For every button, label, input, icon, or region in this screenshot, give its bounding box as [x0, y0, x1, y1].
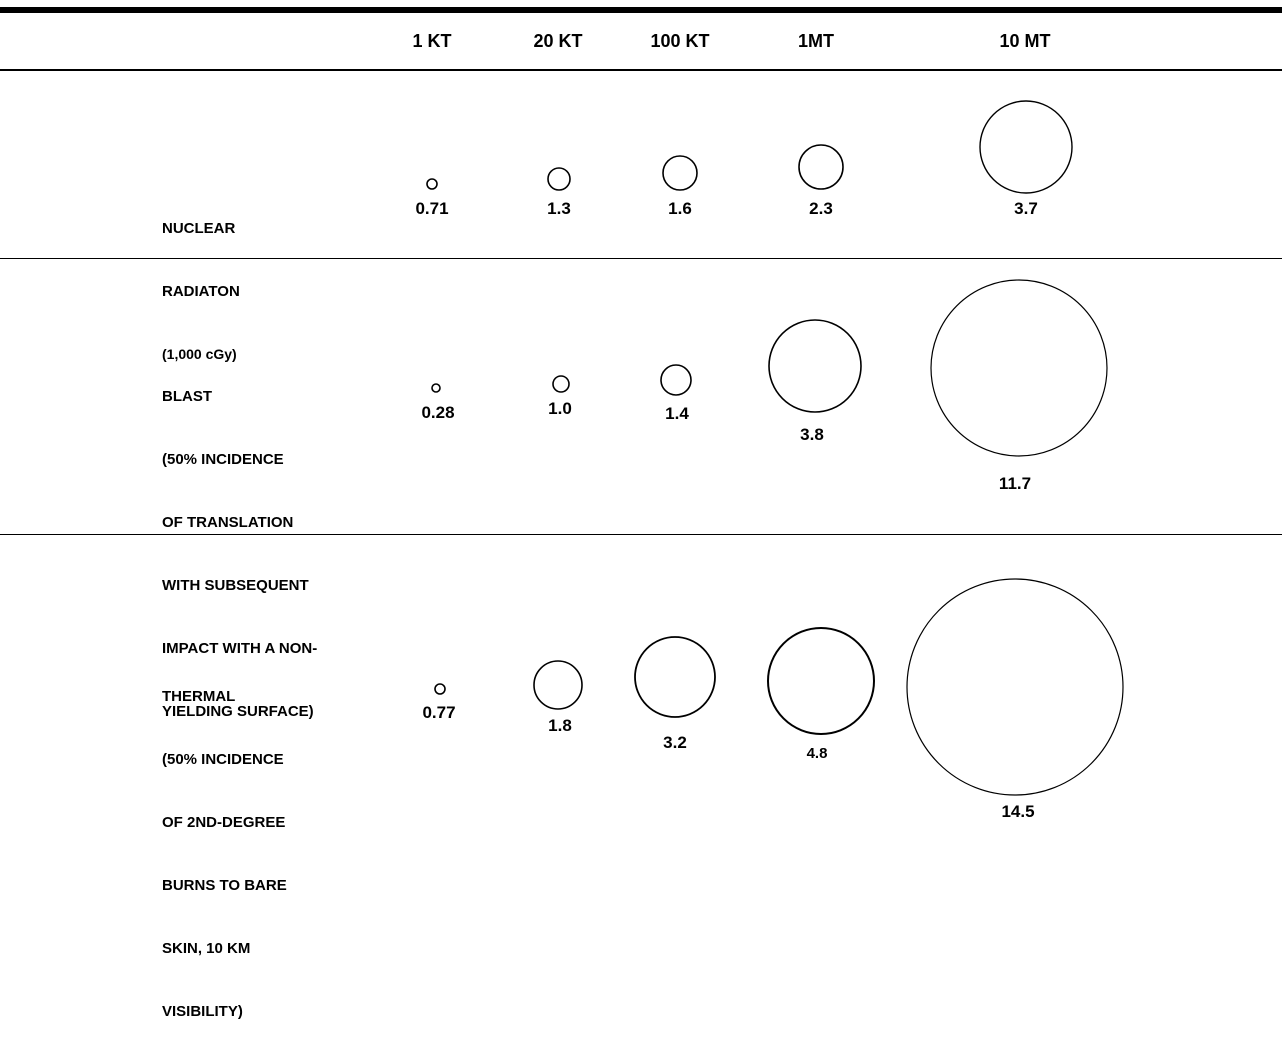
circle-thermal-100kt — [634, 636, 716, 718]
row-label-line: VISIBILITY) — [162, 1003, 243, 1020]
value-nuclear-10mt: 3.7 — [1014, 199, 1038, 218]
row-label-line: RADIATON — [162, 283, 240, 300]
circle-thermal-1kt — [434, 683, 446, 695]
row-label-nuclear-radiation: NUCLEAR RADIATON (1,000 cGy) — [162, 176, 240, 386]
value-thermal-10mt: 14.5 — [1001, 802, 1035, 821]
value-blast-1kt: 0.28 — [421, 403, 455, 422]
column-header-10mt: 10 MT — [999, 31, 1051, 51]
row-label-line: SKIN, 10 KM — [162, 940, 251, 957]
circle-blast-1mt — [768, 319, 862, 413]
row-label-line: OF 2ND-DEGREE — [162, 814, 286, 831]
value-blast-10mt: 11.7 — [998, 474, 1032, 493]
circle-nuclear-100kt — [662, 155, 698, 191]
row-label-line: BLAST — [162, 388, 212, 405]
circle-blast-20kt — [552, 375, 570, 393]
value-thermal-1kt: 0.77 — [422, 703, 456, 722]
circle-nuclear-1kt — [426, 178, 438, 190]
circle-nuclear-10mt — [979, 100, 1073, 194]
value-thermal-100kt: 3.2 — [663, 733, 687, 752]
circle-thermal-10mt — [906, 578, 1124, 796]
row-label-line: THERMAL — [162, 688, 236, 705]
column-header-20kt: 20 KT — [533, 31, 583, 51]
column-header-1kt: 1 KT — [412, 31, 452, 51]
value-nuclear-1mt: 2.3 — [809, 199, 833, 218]
value-thermal-1mt: 4.8 — [806, 745, 828, 762]
radius-circles — [426, 100, 1124, 796]
circle-nuclear-1mt — [798, 144, 844, 190]
value-thermal-20kt: 1.8 — [548, 716, 572, 735]
circle-blast-1kt — [431, 383, 441, 393]
row-label-line: (1,000 cGy) — [162, 346, 237, 362]
row-label-line: (50% INCIDENCE — [162, 451, 284, 468]
value-blast-100kt: 1.4 — [665, 404, 689, 423]
row-label-line: (50% INCIDENCE — [162, 751, 284, 768]
value-nuclear-100kt: 1.6 — [668, 199, 692, 218]
row-divider-1 — [0, 258, 1282, 259]
header-rule — [0, 69, 1282, 71]
value-nuclear-1kt: 0.71 — [415, 199, 449, 218]
circle-nuclear-20kt — [547, 167, 571, 191]
row-label-blast: BLAST (50% INCIDENCE OF TRANSLATION WITH… — [162, 344, 317, 743]
column-header-100kt: 100 KT — [650, 31, 710, 51]
value-blast-1mt: 3.8 — [800, 425, 824, 444]
circle-thermal-1mt — [767, 627, 875, 735]
top-rule — [0, 7, 1282, 13]
circle-blast-100kt — [660, 364, 692, 396]
row-label-line: WITH SUBSEQUENT — [162, 577, 309, 594]
row-label-line: YIELDING SURFACE) — [162, 703, 314, 720]
row-divider-2 — [0, 534, 1282, 535]
row-label-line: BURNS TO BARE — [162, 877, 287, 894]
value-nuclear-20kt: 1.3 — [547, 199, 571, 218]
value-blast-20kt: 1.0 — [548, 399, 572, 418]
circle-thermal-20kt — [533, 660, 583, 710]
column-header-1mt: 1MT — [798, 31, 834, 51]
circle-blast-10mt — [930, 279, 1108, 457]
row-label-line: OF TRANSLATION — [162, 514, 294, 531]
row-label-line: IMPACT WITH A NON- — [162, 640, 318, 657]
row-label-line: NUCLEAR — [162, 220, 236, 237]
